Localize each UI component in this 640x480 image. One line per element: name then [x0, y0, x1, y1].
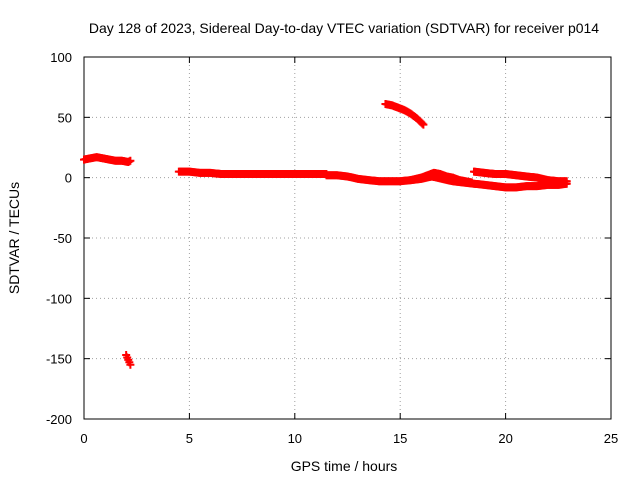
x-axis-title: GPS time / hours [291, 458, 398, 474]
y-ticks: -200 -150 -100 -50 0 50 100 [46, 50, 611, 427]
y-axis-title: SDTVAR / TECUs [6, 182, 22, 294]
x-tick-label: 25 [604, 431, 618, 446]
x-tick-label: 0 [80, 431, 87, 446]
data-point [419, 120, 428, 129]
y-tick-label: 0 [65, 171, 72, 186]
x-tick-label: 15 [393, 431, 407, 446]
series-arc-5 [406, 168, 476, 187]
plot-frame [83, 56, 612, 420]
data-point [562, 177, 571, 186]
series-arc-7 [469, 167, 571, 186]
x-tick-label: 20 [498, 431, 512, 446]
series-arc-6 [381, 100, 428, 129]
data-point [126, 360, 135, 369]
series-arc-2 [122, 351, 135, 369]
series-arc-1 [80, 153, 135, 166]
data-point [126, 156, 135, 165]
y-tick-label: 50 [58, 110, 72, 125]
x-ticks: 0 5 10 15 20 25 [80, 57, 618, 446]
grid-lines [84, 57, 611, 419]
y-tick-label: -200 [46, 412, 72, 427]
y-tick-label: -150 [46, 352, 72, 367]
data-point [467, 178, 476, 187]
y-tick-label: -50 [53, 231, 72, 246]
x-tick-label: 5 [186, 431, 193, 446]
data-points [80, 100, 571, 369]
y-tick-label: -100 [46, 291, 72, 306]
series-arc-3 [174, 167, 331, 179]
x-tick-label: 10 [288, 431, 302, 446]
data-point [418, 119, 427, 128]
chart-title: Day 128 of 2023, Sidereal Day-to-day VTE… [89, 20, 599, 36]
y-tick-label: 100 [50, 50, 72, 65]
